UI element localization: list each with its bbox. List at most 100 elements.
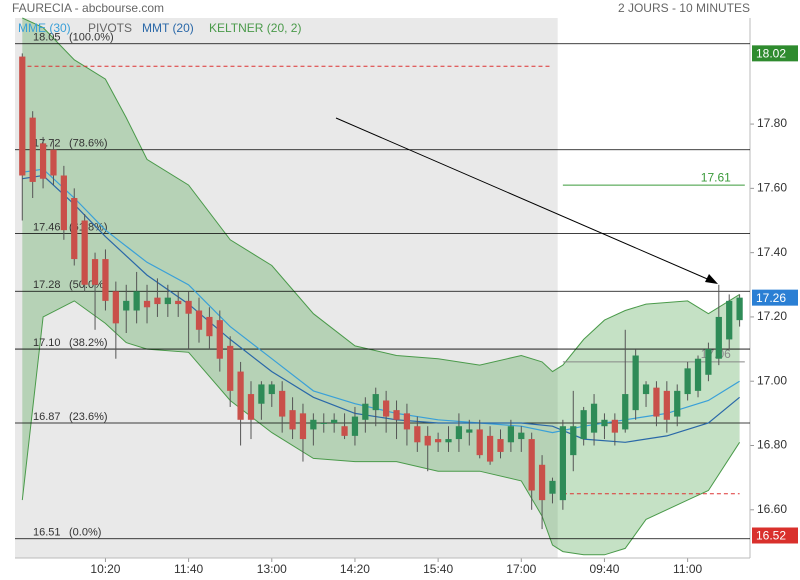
candle-body: [653, 387, 660, 417]
candle-body: [341, 426, 348, 436]
candle-body: [91, 259, 99, 285]
candle-body: [559, 426, 566, 501]
candle-body: [372, 394, 379, 411]
candle-body: [258, 384, 265, 404]
x-tick-label: 14:20: [340, 562, 370, 576]
legend-entry: PIVOTS: [88, 21, 132, 35]
keltner-upper: [22, 17, 740, 373]
candle-body: [227, 345, 234, 391]
candle-body: [538, 464, 546, 501]
legend-entry: MME (30): [18, 21, 71, 35]
candle-body: [424, 435, 431, 446]
candle-body: [507, 426, 515, 443]
candle-body: [694, 358, 702, 391]
candle-body: [39, 143, 47, 179]
candle-body: [580, 410, 587, 440]
price-badge-label: 17.26: [756, 291, 786, 305]
candle-body: [102, 259, 109, 301]
retracement-value: 17.28: [33, 279, 61, 291]
candle-body: [684, 368, 691, 395]
y-tick-label: 17.80: [757, 116, 787, 130]
candle-body: [403, 413, 411, 430]
candle-body: [320, 423, 327, 424]
candle-body: [601, 419, 608, 427]
candle-body: [362, 403, 369, 420]
candle-body: [414, 426, 421, 443]
candle-body: [486, 435, 494, 462]
candle-body: [518, 432, 525, 440]
candle-body: [268, 384, 275, 395]
candle-body: [81, 220, 88, 285]
candle-body: [123, 300, 130, 311]
candle-body: [195, 310, 203, 330]
y-tick-label: 16.80: [757, 438, 787, 452]
legend-entry: KELTNER (20, 2): [209, 21, 301, 35]
retracement-value: 16.87: [33, 411, 61, 423]
level-label: 17.61: [701, 170, 731, 184]
y-tick-label: 17.60: [757, 181, 787, 195]
candle-body: [393, 410, 400, 420]
candle-body: [383, 400, 390, 417]
y-tick-label: 17.20: [757, 309, 787, 323]
candle-body: [133, 291, 140, 311]
candle-body: [632, 355, 639, 411]
y-tick-label: 16.60: [757, 502, 787, 516]
candle-body: [310, 419, 317, 430]
candle-body: [611, 419, 618, 433]
candle-body: [247, 394, 255, 420]
y-tick-label: 17.00: [757, 373, 787, 387]
candle-body: [175, 300, 182, 305]
candle-body: [497, 439, 504, 452]
candle-body: [466, 429, 473, 433]
arrow-head: [705, 274, 718, 284]
y-tick-label: 17.40: [757, 245, 787, 259]
retracement-value: 17.46: [33, 221, 61, 233]
retracement-pct: (38.2%): [69, 337, 108, 349]
candle-body: [50, 149, 57, 176]
candle-body: [299, 413, 307, 440]
candle-body: [143, 300, 151, 308]
retracement-pct: (23.6%): [69, 411, 108, 423]
candle-body: [715, 316, 722, 359]
candle-body: [590, 403, 598, 433]
candle-body: [60, 175, 67, 231]
x-tick-label: 11:00: [673, 562, 702, 576]
candle-body: [216, 320, 223, 359]
price-badge: [752, 45, 798, 62]
candle-body: [331, 419, 338, 423]
candle-body: [455, 426, 463, 440]
trend-arrow: [335, 117, 713, 282]
candle-body: [435, 439, 442, 443]
x-tick-label: 09:40: [589, 562, 619, 576]
candle-body: [71, 198, 78, 260]
candle-body: [663, 390, 670, 420]
legend-entry: MMT (20): [142, 21, 194, 35]
retracement-pct: (50.0%): [69, 279, 108, 291]
candle-body: [674, 390, 681, 417]
x-tick-label: 17:00: [506, 562, 536, 576]
candle-body: [736, 297, 743, 321]
candle-body: [642, 384, 650, 395]
candle-body: [237, 371, 244, 420]
candle-body: [622, 394, 629, 430]
chart-title: FAURECIA - abcbourse.com: [12, 1, 164, 15]
x-tick-label: 15:40: [423, 562, 453, 576]
price-badge-label: 16.52: [756, 529, 786, 543]
retracement-pct: (0.0%): [69, 527, 101, 539]
keltner-lower: [21, 300, 741, 556]
candle-body: [185, 300, 192, 314]
candle-body: [19, 56, 26, 176]
x-tick-label: 10:20: [90, 562, 120, 576]
retracement-value: 18.05: [33, 32, 61, 44]
chart-subtitle: 2 JOURS - 10 MINUTES: [618, 1, 750, 15]
candle-body: [705, 349, 712, 375]
keltner-band: [22, 18, 740, 555]
retracement-pct: (61.8%): [69, 221, 108, 233]
candle-body: [445, 439, 452, 443]
retracement-value: 17.72: [33, 138, 61, 150]
candle-body: [528, 439, 535, 491]
candle-body: [154, 297, 161, 305]
retracement-pct: (78.6%): [69, 138, 108, 150]
retracement-value: 16.51: [33, 527, 61, 539]
